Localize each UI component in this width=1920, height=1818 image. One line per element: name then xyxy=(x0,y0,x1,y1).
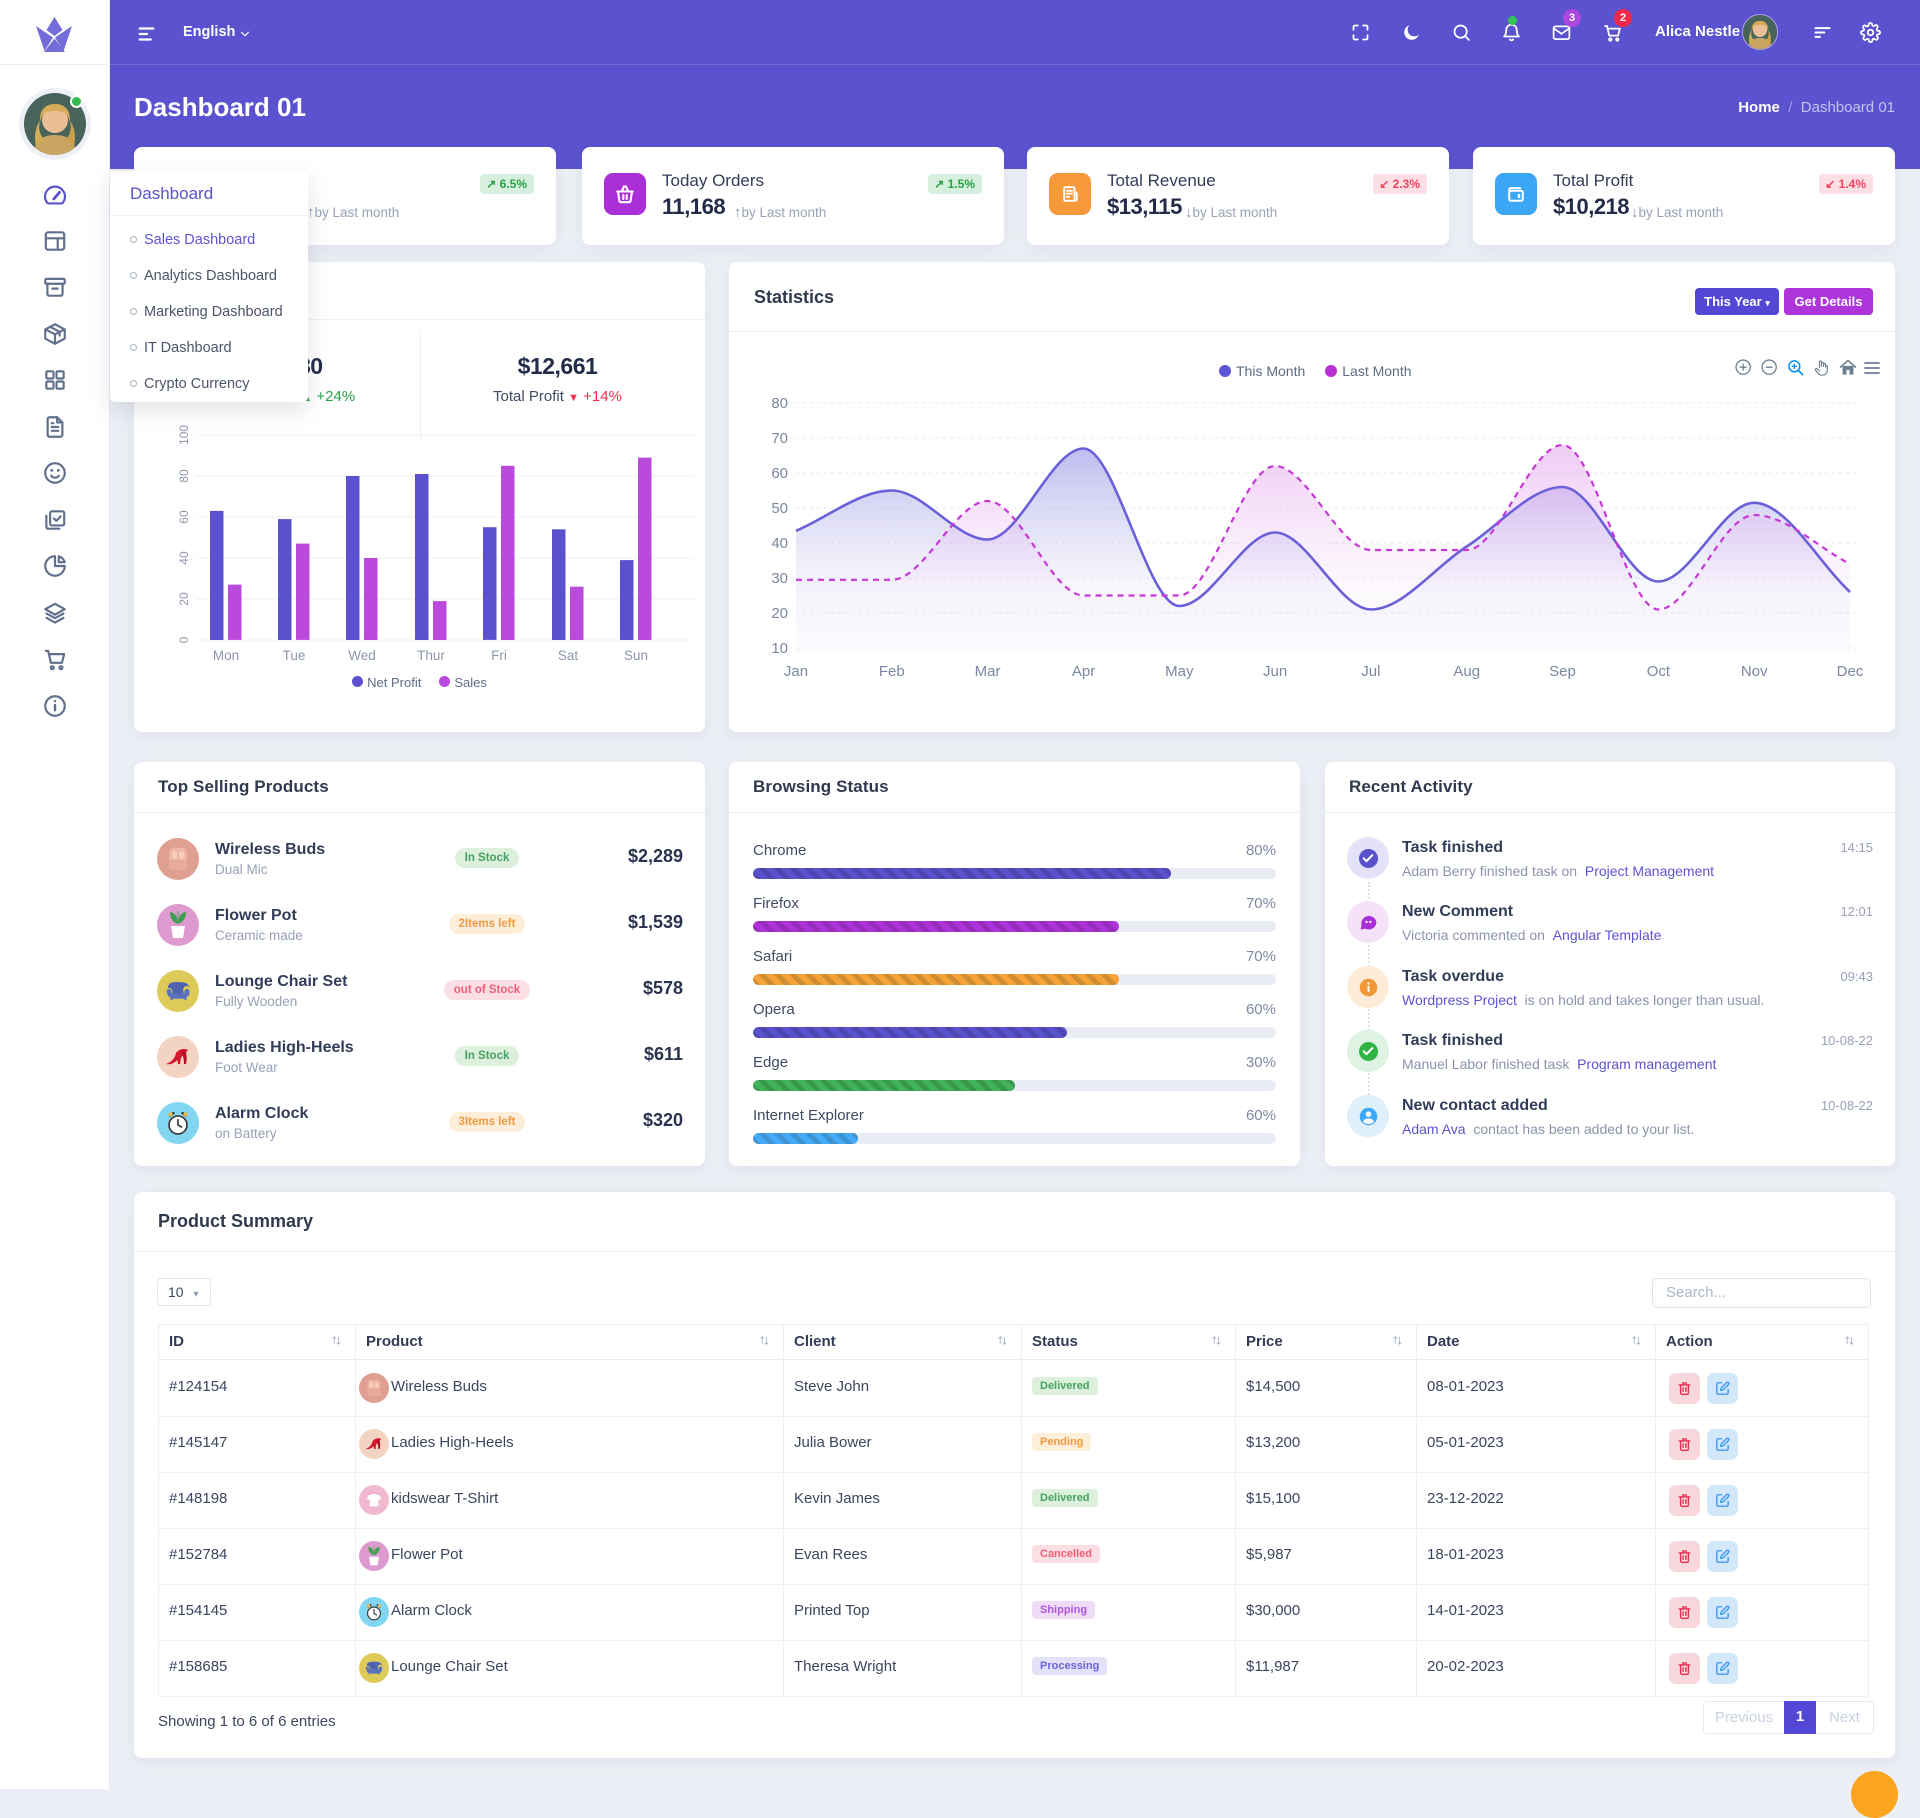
svg-text:10: 10 xyxy=(771,640,788,657)
svg-text:Fri: Fri xyxy=(491,648,507,663)
svg-text:Jun: Jun xyxy=(1263,663,1287,680)
svg-text:60: 60 xyxy=(771,465,788,482)
svg-text:80: 80 xyxy=(177,469,191,483)
svg-text:Wed: Wed xyxy=(348,648,376,663)
svg-text:Mar: Mar xyxy=(975,663,1001,680)
svg-text:0: 0 xyxy=(177,636,191,643)
svg-text:Thur: Thur xyxy=(417,648,445,663)
svg-text:Oct: Oct xyxy=(1647,663,1671,680)
svg-text:Jan: Jan xyxy=(784,663,808,680)
svg-text:40: 40 xyxy=(771,535,788,552)
svg-text:100: 100 xyxy=(177,425,191,445)
svg-text:Feb: Feb xyxy=(879,663,905,680)
svg-text:Aug: Aug xyxy=(1453,663,1480,680)
svg-text:Nov: Nov xyxy=(1741,663,1768,680)
svg-text:70: 70 xyxy=(771,430,788,447)
svg-text:60: 60 xyxy=(177,510,191,524)
svg-text:50: 50 xyxy=(771,500,788,517)
svg-text:Jul: Jul xyxy=(1361,663,1380,680)
svg-text:Sep: Sep xyxy=(1549,663,1576,680)
svg-text:40: 40 xyxy=(177,551,191,565)
svg-text:Mon: Mon xyxy=(213,648,239,663)
svg-text:80: 80 xyxy=(771,395,788,412)
svg-text:20: 20 xyxy=(771,605,788,622)
svg-text:Dec: Dec xyxy=(1837,663,1864,680)
svg-text:Sat: Sat xyxy=(558,648,579,663)
svg-text:Sun: Sun xyxy=(624,648,648,663)
svg-text:Apr: Apr xyxy=(1072,663,1095,680)
svg-text:Tue: Tue xyxy=(283,648,306,663)
svg-text:May: May xyxy=(1165,663,1194,680)
svg-text:30: 30 xyxy=(771,570,788,587)
svg-text:20: 20 xyxy=(177,592,191,606)
